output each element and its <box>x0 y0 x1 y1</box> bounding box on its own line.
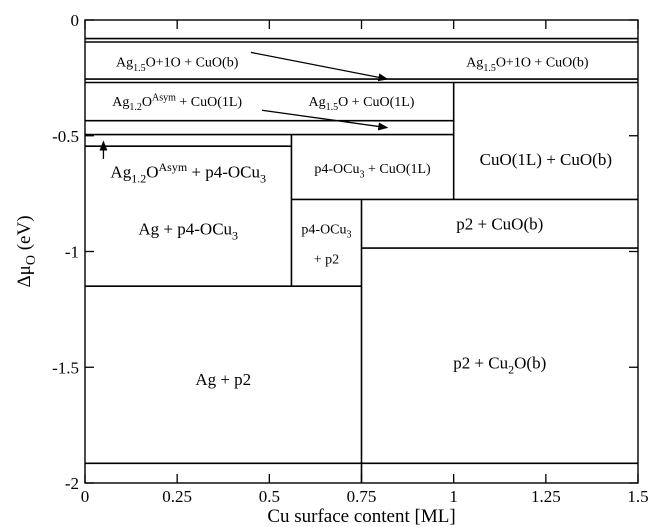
region-label-7: Ag + p4-OCu3 <box>138 219 238 242</box>
annotation-arrows <box>99 51 389 159</box>
y-axis-title-subscript: O <box>24 255 39 265</box>
x-tick-label: 0.75 <box>347 487 377 506</box>
region-label-2: Ag1.2OAsym + CuO(1L) <box>112 92 242 113</box>
region-label-5: p4-OCu3 + CuO(1L) <box>314 162 431 180</box>
x-tick-label: 1 <box>449 487 458 506</box>
y-axis-title-main: Δμ <box>14 265 35 287</box>
x-tick-label: 0.25 <box>162 487 192 506</box>
region-label-6: Ag1.2OAsym + p4-OCu3 <box>110 160 266 186</box>
region-label-10: p2 + CuO(b) <box>456 215 543 234</box>
x-tick-label: 1.25 <box>531 487 561 506</box>
region-label-4: CuO(1L) + CuO(b) <box>480 150 612 169</box>
annotation-arrow-0 <box>250 51 389 82</box>
x-tick-label: 0.5 <box>259 487 280 506</box>
region-label-9: + p2 <box>314 252 339 267</box>
region-label-0: Ag1.5O+1O + CuO(b) <box>116 56 239 74</box>
axis-ticks: 0 0.25 0.5 0.75 1 1.25 1.5 0 -0.5 -1 -1.5 -2 <box>52 11 649 506</box>
phase-boundaries <box>85 37 638 483</box>
y-axis-title: ΔμO (eV) <box>14 215 39 287</box>
y-tick-label: -0.5 <box>52 127 79 146</box>
y-tick-label: -1 <box>65 243 79 262</box>
x-tick-label: 0 <box>81 487 90 506</box>
region-label-3: Ag1.5O + CuO(1L) <box>309 95 415 113</box>
annotation-arrow-1 <box>261 109 389 131</box>
y-axis-title-unit: (eV) <box>14 215 35 255</box>
x-axis-title: Cu surface content [ML] <box>267 506 455 527</box>
region-label-1: Ag1.5O+1O + CuO(b) <box>466 56 589 74</box>
y-tick-label: -1.5 <box>52 358 79 377</box>
region-label-11: Ag + p2 <box>195 370 251 389</box>
x-tick-label: 1.5 <box>627 487 648 506</box>
region-label-12: p2 + Cu2O(b) <box>453 354 546 377</box>
region-labels: Ag1.5O+1O + CuO(b) Ag1.5O+1O + CuO(b) Ag1.… <box>110 56 612 389</box>
region-label-8: p4-OCu3 <box>301 222 351 240</box>
y-tick-label: -2 <box>65 474 79 493</box>
y-tick-label: 0 <box>71 11 80 30</box>
